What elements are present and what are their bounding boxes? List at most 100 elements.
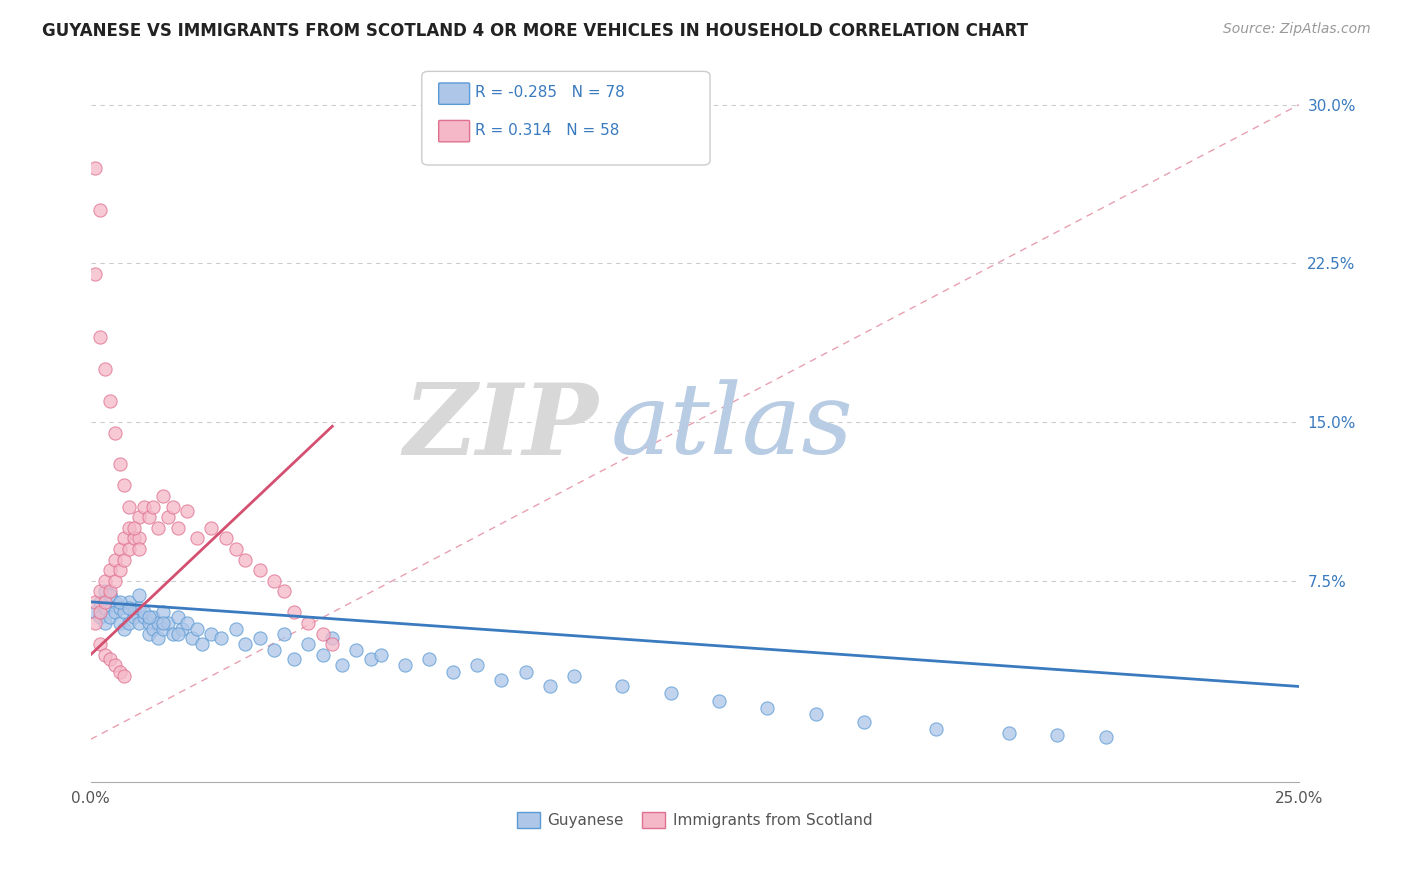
Point [94,595,117,609]
Point [104,552,127,566]
Point [998,726,1021,740]
Point [659,686,682,700]
Point [108,595,131,609]
Point [118,615,141,630]
Point [114,552,136,566]
Point [297,637,319,651]
Point [804,706,827,721]
Point [84,161,107,176]
Point [122,609,145,624]
Point [176,504,198,518]
Point [297,615,319,630]
Point [166,626,188,640]
Point [321,637,343,651]
Point [1046,728,1069,742]
Point [152,606,174,620]
Point [114,532,136,546]
Point [370,648,392,662]
Point [104,658,127,673]
Point [181,631,204,645]
Point [104,574,127,588]
Point [89,203,111,218]
Point [94,615,117,630]
Point [98,652,121,666]
Point [200,521,222,535]
Point [166,609,188,624]
Point [114,623,136,637]
Point [84,267,107,281]
Point [118,500,141,514]
Point [172,623,194,637]
Point [89,637,111,651]
Point [108,563,131,577]
Point [166,521,188,535]
Point [209,631,232,645]
Point [98,589,121,603]
Point [122,532,145,546]
Text: R = -0.285   N = 78: R = -0.285 N = 78 [475,86,626,100]
Point [94,584,117,599]
Point [273,626,295,640]
Point [128,589,150,603]
Point [311,648,333,662]
Point [138,510,160,524]
Point [152,623,174,637]
Point [89,609,111,624]
Point [122,521,145,535]
Point [418,652,440,666]
Point [152,615,174,630]
Point [138,609,160,624]
Point [263,574,285,588]
Point [94,574,117,588]
Point [114,606,136,620]
Point [108,541,131,556]
Point [538,680,561,694]
Point [1094,730,1116,744]
Point [132,500,155,514]
Text: GUYANESE VS IMMIGRANTS FROM SCOTLAND 4 OR MORE VEHICLES IN HOUSEHOLD CORRELATION: GUYANESE VS IMMIGRANTS FROM SCOTLAND 4 O… [42,22,1028,40]
Point [142,623,165,637]
Point [162,626,184,640]
Point [465,658,488,673]
Point [128,601,150,615]
Point [515,665,537,679]
Point [118,595,141,609]
Point [148,631,170,645]
Point [853,715,876,730]
Point [89,330,111,344]
Point [191,637,214,651]
Point [152,489,174,503]
Point [98,393,121,408]
Point [84,606,107,620]
Text: Source: ZipAtlas.com: Source: ZipAtlas.com [1223,22,1371,37]
Point [162,500,184,514]
Point [108,615,131,630]
Point [186,532,208,546]
Point [104,606,127,620]
Point [311,626,333,640]
Point [128,532,150,546]
Point [138,626,160,640]
Point [89,606,111,620]
Point [94,601,117,615]
Point [249,563,271,577]
Point [925,722,948,736]
Point [249,631,271,645]
Point [94,648,117,662]
Point [273,584,295,599]
Point [156,510,179,524]
Text: R = 0.314   N = 58: R = 0.314 N = 58 [475,123,620,137]
Point [346,643,368,657]
Point [283,652,305,666]
Point [142,609,165,624]
Point [263,643,285,657]
Point [108,665,131,679]
Point [148,615,170,630]
Point [108,458,131,472]
Point [186,623,208,637]
Point [491,673,513,687]
Point [612,680,634,694]
Point [215,532,238,546]
Point [225,623,247,637]
Text: ZIP: ZIP [404,379,598,475]
